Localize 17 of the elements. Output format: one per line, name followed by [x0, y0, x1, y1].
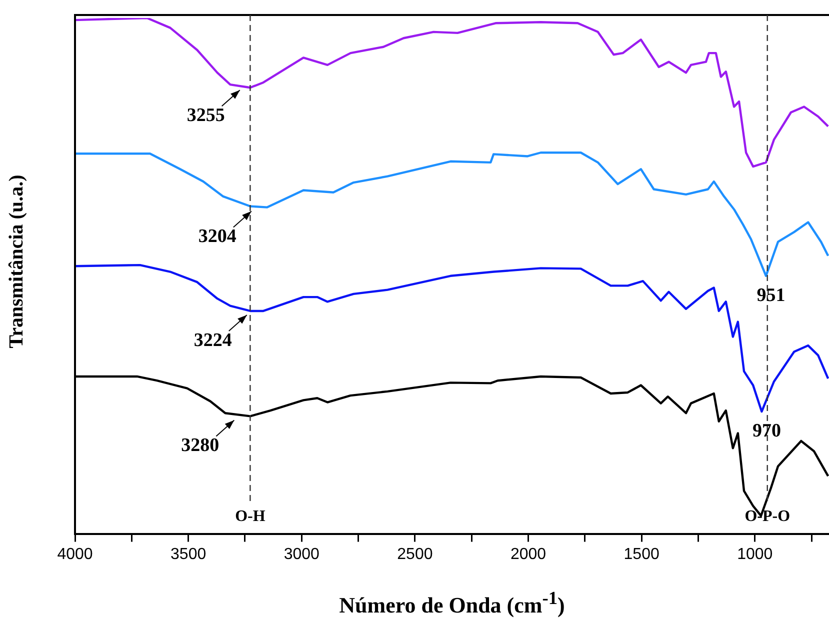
annotation: 3280 — [181, 435, 220, 456]
x-axis-title: Número de Onda (cm$^{-1}$) — [338, 588, 566, 618]
ref-line-label: O-P-O — [744, 508, 790, 525]
x-tick-label: 4000 — [57, 546, 93, 563]
x-tick-label: 3000 — [284, 546, 320, 563]
x-tick-label: 1500 — [624, 546, 660, 563]
y-axis-title: Transmitância (u.a.) — [6, 174, 28, 350]
x-tick-label: 2500 — [397, 546, 433, 563]
annotation: 3255 — [186, 104, 225, 126]
annotation: 951 — [756, 284, 786, 306]
ref-line-label: O-H — [235, 508, 266, 525]
x-tick-label: 2000 — [510, 546, 546, 563]
x-tick-label: 1000 — [737, 546, 773, 563]
x-tick-label: 3500 — [170, 546, 206, 563]
annotation: 970 — [752, 420, 781, 442]
annotation: 3204 — [198, 226, 237, 248]
annotation: 3224 — [194, 330, 232, 351]
